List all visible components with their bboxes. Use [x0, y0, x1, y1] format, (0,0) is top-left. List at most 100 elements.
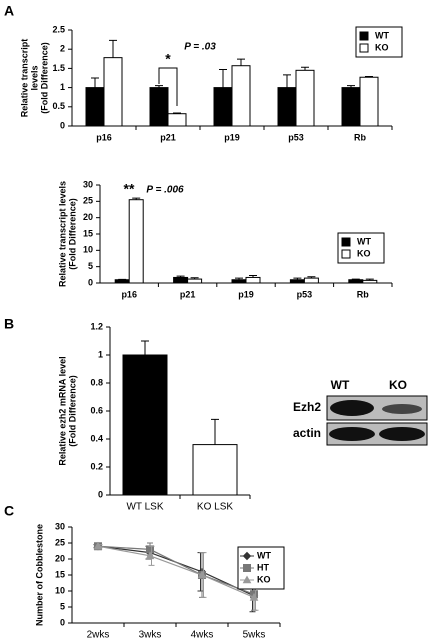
legend-label: WT — [357, 236, 371, 246]
line — [97, 545, 255, 597]
x-tick-label: p53 — [297, 289, 313, 299]
panel-label: B — [4, 316, 14, 332]
error-bar — [155, 85, 163, 88]
y-tick-label: 15 — [83, 228, 93, 238]
bar — [213, 87, 233, 127]
bar — [231, 65, 251, 127]
x-tick-label: 4wks — [191, 630, 214, 641]
annotation: ** — [124, 181, 135, 197]
legend-swatch — [341, 237, 351, 247]
legend-label: HT — [257, 562, 269, 572]
x-tick-label: Rb — [354, 132, 366, 142]
y-axis-label: (Fold Difference) — [67, 198, 77, 270]
legend-swatch — [341, 249, 351, 259]
bar — [295, 69, 315, 127]
annotation: P = .03 — [184, 42, 216, 53]
annotation: * — [165, 51, 171, 67]
bar — [303, 277, 319, 284]
annotation: P = .006 — [146, 185, 184, 196]
y-tick-label: 0.5 — [52, 101, 65, 111]
y-axis-label: levels — [29, 65, 39, 90]
y-tick-label: 10 — [83, 245, 93, 255]
bar — [362, 279, 378, 284]
x-tick-label: 3wks — [139, 630, 162, 641]
bar — [192, 444, 238, 496]
error-bar — [235, 277, 243, 280]
x-tick-label: 2wks — [87, 630, 110, 641]
y-axis-label: Relative ezh2 mRNA level — [57, 356, 67, 465]
error-bar — [91, 77, 99, 88]
x-tick-label: 5wks — [243, 630, 266, 641]
blot-band — [379, 427, 425, 441]
y-tick-label: 20 — [55, 553, 65, 563]
bar — [128, 199, 144, 284]
western-blot: WT KO Ezh2 actin — [293, 378, 428, 446]
line — [97, 545, 255, 598]
error-bar — [293, 277, 302, 280]
x-tick-label: p21 — [160, 132, 176, 142]
error-bar — [347, 85, 355, 88]
y-tick-label: 25 — [55, 537, 65, 547]
y-tick-label: 30 — [55, 521, 65, 531]
x-tick-label: p21 — [180, 289, 196, 299]
bar — [289, 279, 305, 284]
y-tick-label: 0.8 — [90, 377, 103, 387]
panel-label: C — [4, 503, 14, 519]
bar — [231, 279, 247, 284]
y-tick-label: 1.5 — [52, 63, 65, 73]
y-axis-label: Relative transcript — [19, 39, 29, 118]
legend-label: KO — [357, 248, 371, 258]
marker — [249, 592, 259, 601]
x-tick-label: p19 — [224, 132, 240, 142]
error-bar — [351, 278, 360, 280]
y-tick-label: 15 — [55, 569, 65, 579]
line — [97, 545, 255, 595]
bar — [359, 76, 379, 127]
blot-band — [382, 404, 422, 414]
blot-band — [330, 400, 374, 416]
bar — [167, 113, 187, 127]
error-bar — [365, 75, 373, 78]
error-bar — [365, 278, 374, 281]
marker — [243, 564, 251, 572]
error-bar — [109, 39, 117, 58]
error-bar — [173, 112, 181, 114]
legend-label: WT — [375, 30, 389, 40]
y-tick-label: 0 — [88, 277, 93, 287]
legend-label: WT — [257, 550, 271, 560]
bar — [103, 57, 123, 127]
error-bar — [176, 275, 185, 278]
bar — [85, 87, 105, 127]
y-tick-label: 0.4 — [90, 433, 103, 443]
error-bar — [237, 58, 245, 66]
bar — [187, 278, 203, 284]
y-tick-label: 20 — [83, 212, 93, 222]
marker — [242, 551, 252, 561]
y-tick-label: 5 — [88, 261, 93, 271]
blot-column: KO — [389, 378, 407, 392]
bar — [348, 279, 364, 284]
error-bar — [301, 66, 309, 71]
blot-row: actin — [293, 426, 321, 440]
error-bar — [190, 277, 199, 280]
bar — [149, 87, 169, 127]
marker — [242, 575, 252, 584]
bar — [277, 87, 297, 127]
y-axis-label: (Fold Difference) — [67, 375, 77, 447]
error-bar — [219, 69, 227, 88]
y-tick-label: 10 — [55, 585, 65, 595]
bar — [341, 87, 361, 127]
x-tick-label: p16 — [121, 289, 137, 299]
x-tick-label: WT LSK — [126, 502, 163, 513]
error-bar — [307, 276, 316, 279]
y-tick-label: 2.5 — [52, 24, 65, 34]
x-tick-label: p16 — [96, 132, 112, 142]
y-tick-label: 0 — [60, 120, 65, 130]
y-tick-label: 30 — [83, 179, 93, 189]
bar — [173, 276, 189, 284]
y-tick-label: 1.2 — [90, 321, 103, 331]
panel-label: A — [4, 3, 14, 19]
bar — [122, 354, 168, 496]
y-tick-label: 25 — [83, 196, 93, 206]
y-tick-label: 0.6 — [90, 405, 103, 415]
